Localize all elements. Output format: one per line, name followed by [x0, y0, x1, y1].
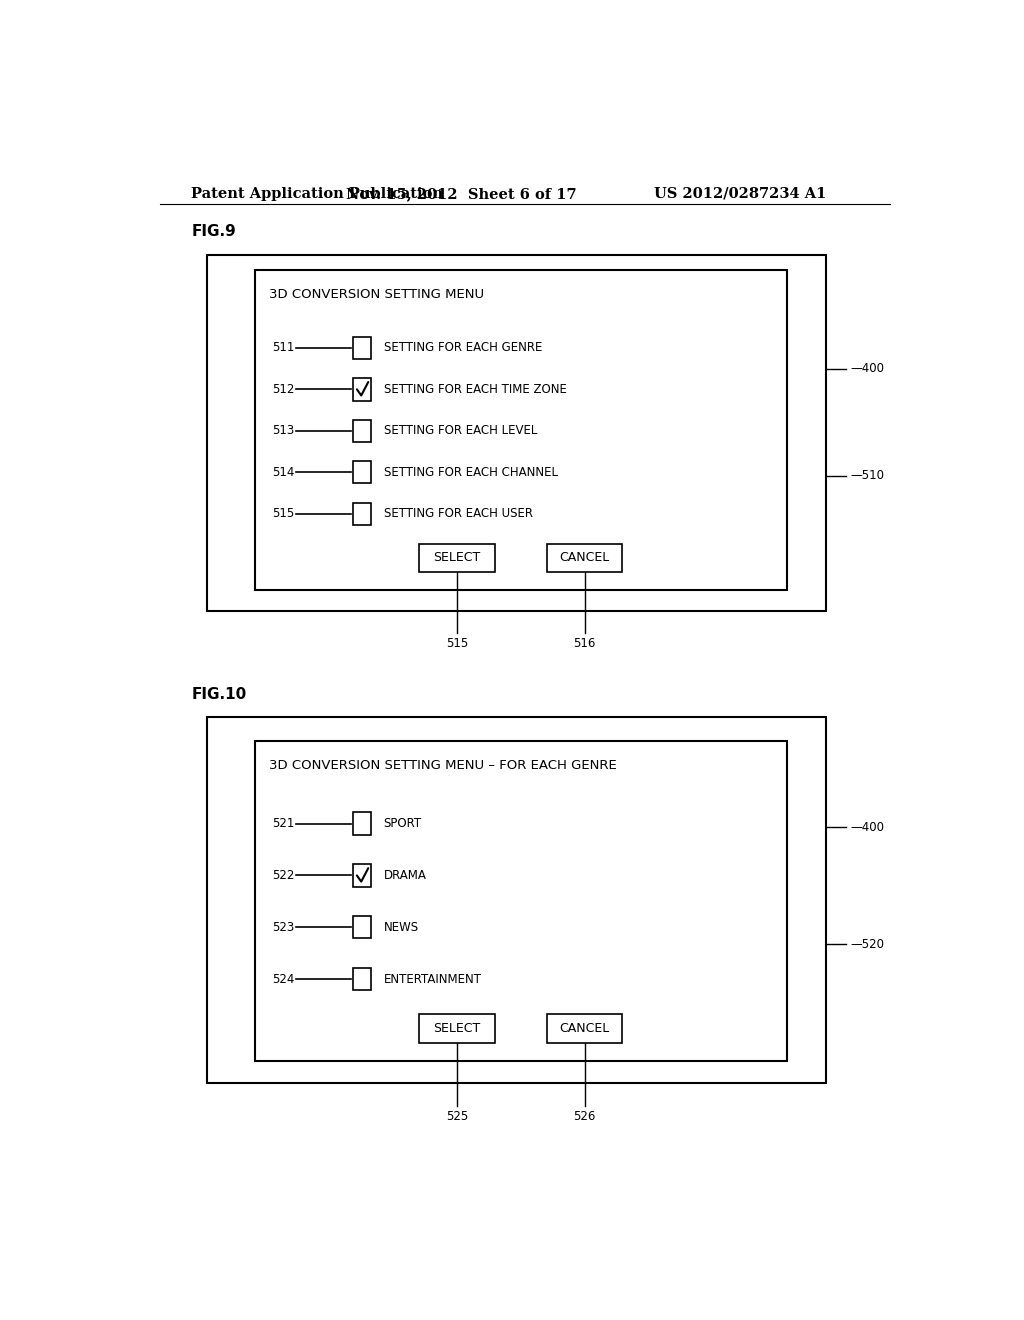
- Bar: [353, 968, 371, 990]
- Text: FIG.9: FIG.9: [191, 224, 237, 239]
- Bar: [255, 741, 786, 1061]
- Text: SETTING FOR EACH GENRE: SETTING FOR EACH GENRE: [384, 342, 542, 354]
- Text: SELECT: SELECT: [433, 552, 480, 565]
- Bar: [420, 1014, 495, 1043]
- Text: CANCEL: CANCEL: [559, 552, 609, 565]
- Bar: [353, 461, 371, 483]
- Text: 511: 511: [272, 342, 295, 354]
- Text: US 2012/0287234 A1: US 2012/0287234 A1: [654, 187, 826, 201]
- Text: NEWS: NEWS: [384, 921, 419, 933]
- Text: 515: 515: [445, 638, 468, 651]
- Text: ENTERTAINMENT: ENTERTAINMENT: [384, 973, 481, 986]
- Text: 512: 512: [272, 383, 295, 396]
- Bar: [547, 544, 623, 572]
- Text: 521: 521: [272, 817, 295, 830]
- Text: 524: 524: [272, 973, 295, 986]
- Text: 515: 515: [272, 507, 295, 520]
- Bar: [353, 420, 371, 442]
- Text: 3D CONVERSION SETTING MENU: 3D CONVERSION SETTING MENU: [269, 289, 484, 301]
- Text: SETTING FOR EACH USER: SETTING FOR EACH USER: [384, 507, 532, 520]
- Text: 3D CONVERSION SETTING MENU – FOR EACH GENRE: 3D CONVERSION SETTING MENU – FOR EACH GE…: [269, 759, 617, 772]
- Text: 514: 514: [272, 466, 295, 479]
- Text: —510: —510: [850, 469, 884, 482]
- Text: SELECT: SELECT: [433, 1022, 480, 1035]
- Text: 516: 516: [573, 638, 596, 651]
- Text: SETTING FOR EACH LEVEL: SETTING FOR EACH LEVEL: [384, 424, 537, 437]
- Bar: [420, 544, 495, 572]
- Text: DRAMA: DRAMA: [384, 869, 426, 882]
- Text: Nov. 15, 2012  Sheet 6 of 17: Nov. 15, 2012 Sheet 6 of 17: [346, 187, 577, 201]
- Bar: [547, 1014, 623, 1043]
- Bar: [207, 718, 826, 1084]
- Bar: [353, 812, 371, 834]
- Bar: [353, 378, 371, 400]
- Bar: [353, 916, 371, 939]
- Text: FIG.10: FIG.10: [191, 686, 247, 702]
- Text: 526: 526: [573, 1110, 596, 1123]
- Text: SETTING FOR EACH CHANNEL: SETTING FOR EACH CHANNEL: [384, 466, 557, 479]
- Text: SETTING FOR EACH TIME ZONE: SETTING FOR EACH TIME ZONE: [384, 383, 566, 396]
- Text: 513: 513: [272, 424, 295, 437]
- Bar: [353, 337, 371, 359]
- Bar: [207, 255, 826, 611]
- Bar: [353, 503, 371, 525]
- Text: Patent Application Publication: Patent Application Publication: [191, 187, 443, 201]
- Bar: [353, 865, 371, 887]
- Text: —400: —400: [850, 821, 884, 834]
- Text: —400: —400: [850, 362, 884, 375]
- Bar: [255, 271, 786, 590]
- Text: CANCEL: CANCEL: [559, 1022, 609, 1035]
- Text: 525: 525: [445, 1110, 468, 1123]
- Text: 522: 522: [272, 869, 295, 882]
- Text: 523: 523: [272, 921, 295, 933]
- Text: SPORT: SPORT: [384, 817, 422, 830]
- Text: —520: —520: [850, 937, 884, 950]
